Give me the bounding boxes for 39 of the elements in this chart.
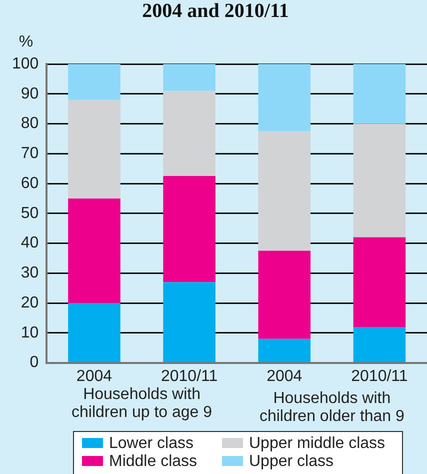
bar <box>163 176 216 282</box>
bar <box>353 124 406 238</box>
text: Households with children older than 9 <box>259 390 405 426</box>
bar <box>68 64 120 100</box>
x-tick-label: 2004 <box>266 368 302 385</box>
bar <box>163 282 216 362</box>
bar <box>258 64 311 132</box>
bar <box>163 90 216 176</box>
bar <box>68 198 120 304</box>
y-axis-title: % <box>18 33 34 50</box>
legend-label: Upper class <box>248 453 334 471</box>
bar <box>353 326 406 362</box>
y-tick-label: 100 <box>12 55 39 72</box>
x-tick-label: 2004 <box>76 368 112 385</box>
y-tick-label: 70 <box>20 145 39 162</box>
y-tick-label: 60 <box>20 174 39 192</box>
y-tick-label: 0 <box>30 354 39 372</box>
y-tick-label: 10 <box>20 324 39 342</box>
legend-label: Middle class <box>108 453 198 471</box>
chart-title: 2004 and 2010/11 <box>142 0 289 22</box>
y-tick-label: 40 <box>20 234 39 252</box>
bar <box>258 250 311 339</box>
bar <box>258 131 311 251</box>
bar <box>68 303 120 362</box>
y-tick-label: 80 <box>20 115 39 132</box>
y-tick-label: 50 <box>20 204 39 222</box>
legend-label: Upper middle class <box>248 435 386 453</box>
bar <box>68 100 120 198</box>
text: Households with children up to age 9 <box>72 386 212 422</box>
x-tick-label: 2010/11 <box>160 368 218 385</box>
y-tick-label: 30 <box>20 264 39 282</box>
bar <box>353 64 406 124</box>
bar <box>258 338 311 362</box>
bar <box>353 237 406 327</box>
bar <box>163 64 216 91</box>
y-tick-label: 20 <box>20 294 39 312</box>
y-tick-label: 90 <box>20 85 39 102</box>
x-tick-label: 2010/11 <box>351 368 408 385</box>
legend-label: Lower class <box>108 435 194 453</box>
